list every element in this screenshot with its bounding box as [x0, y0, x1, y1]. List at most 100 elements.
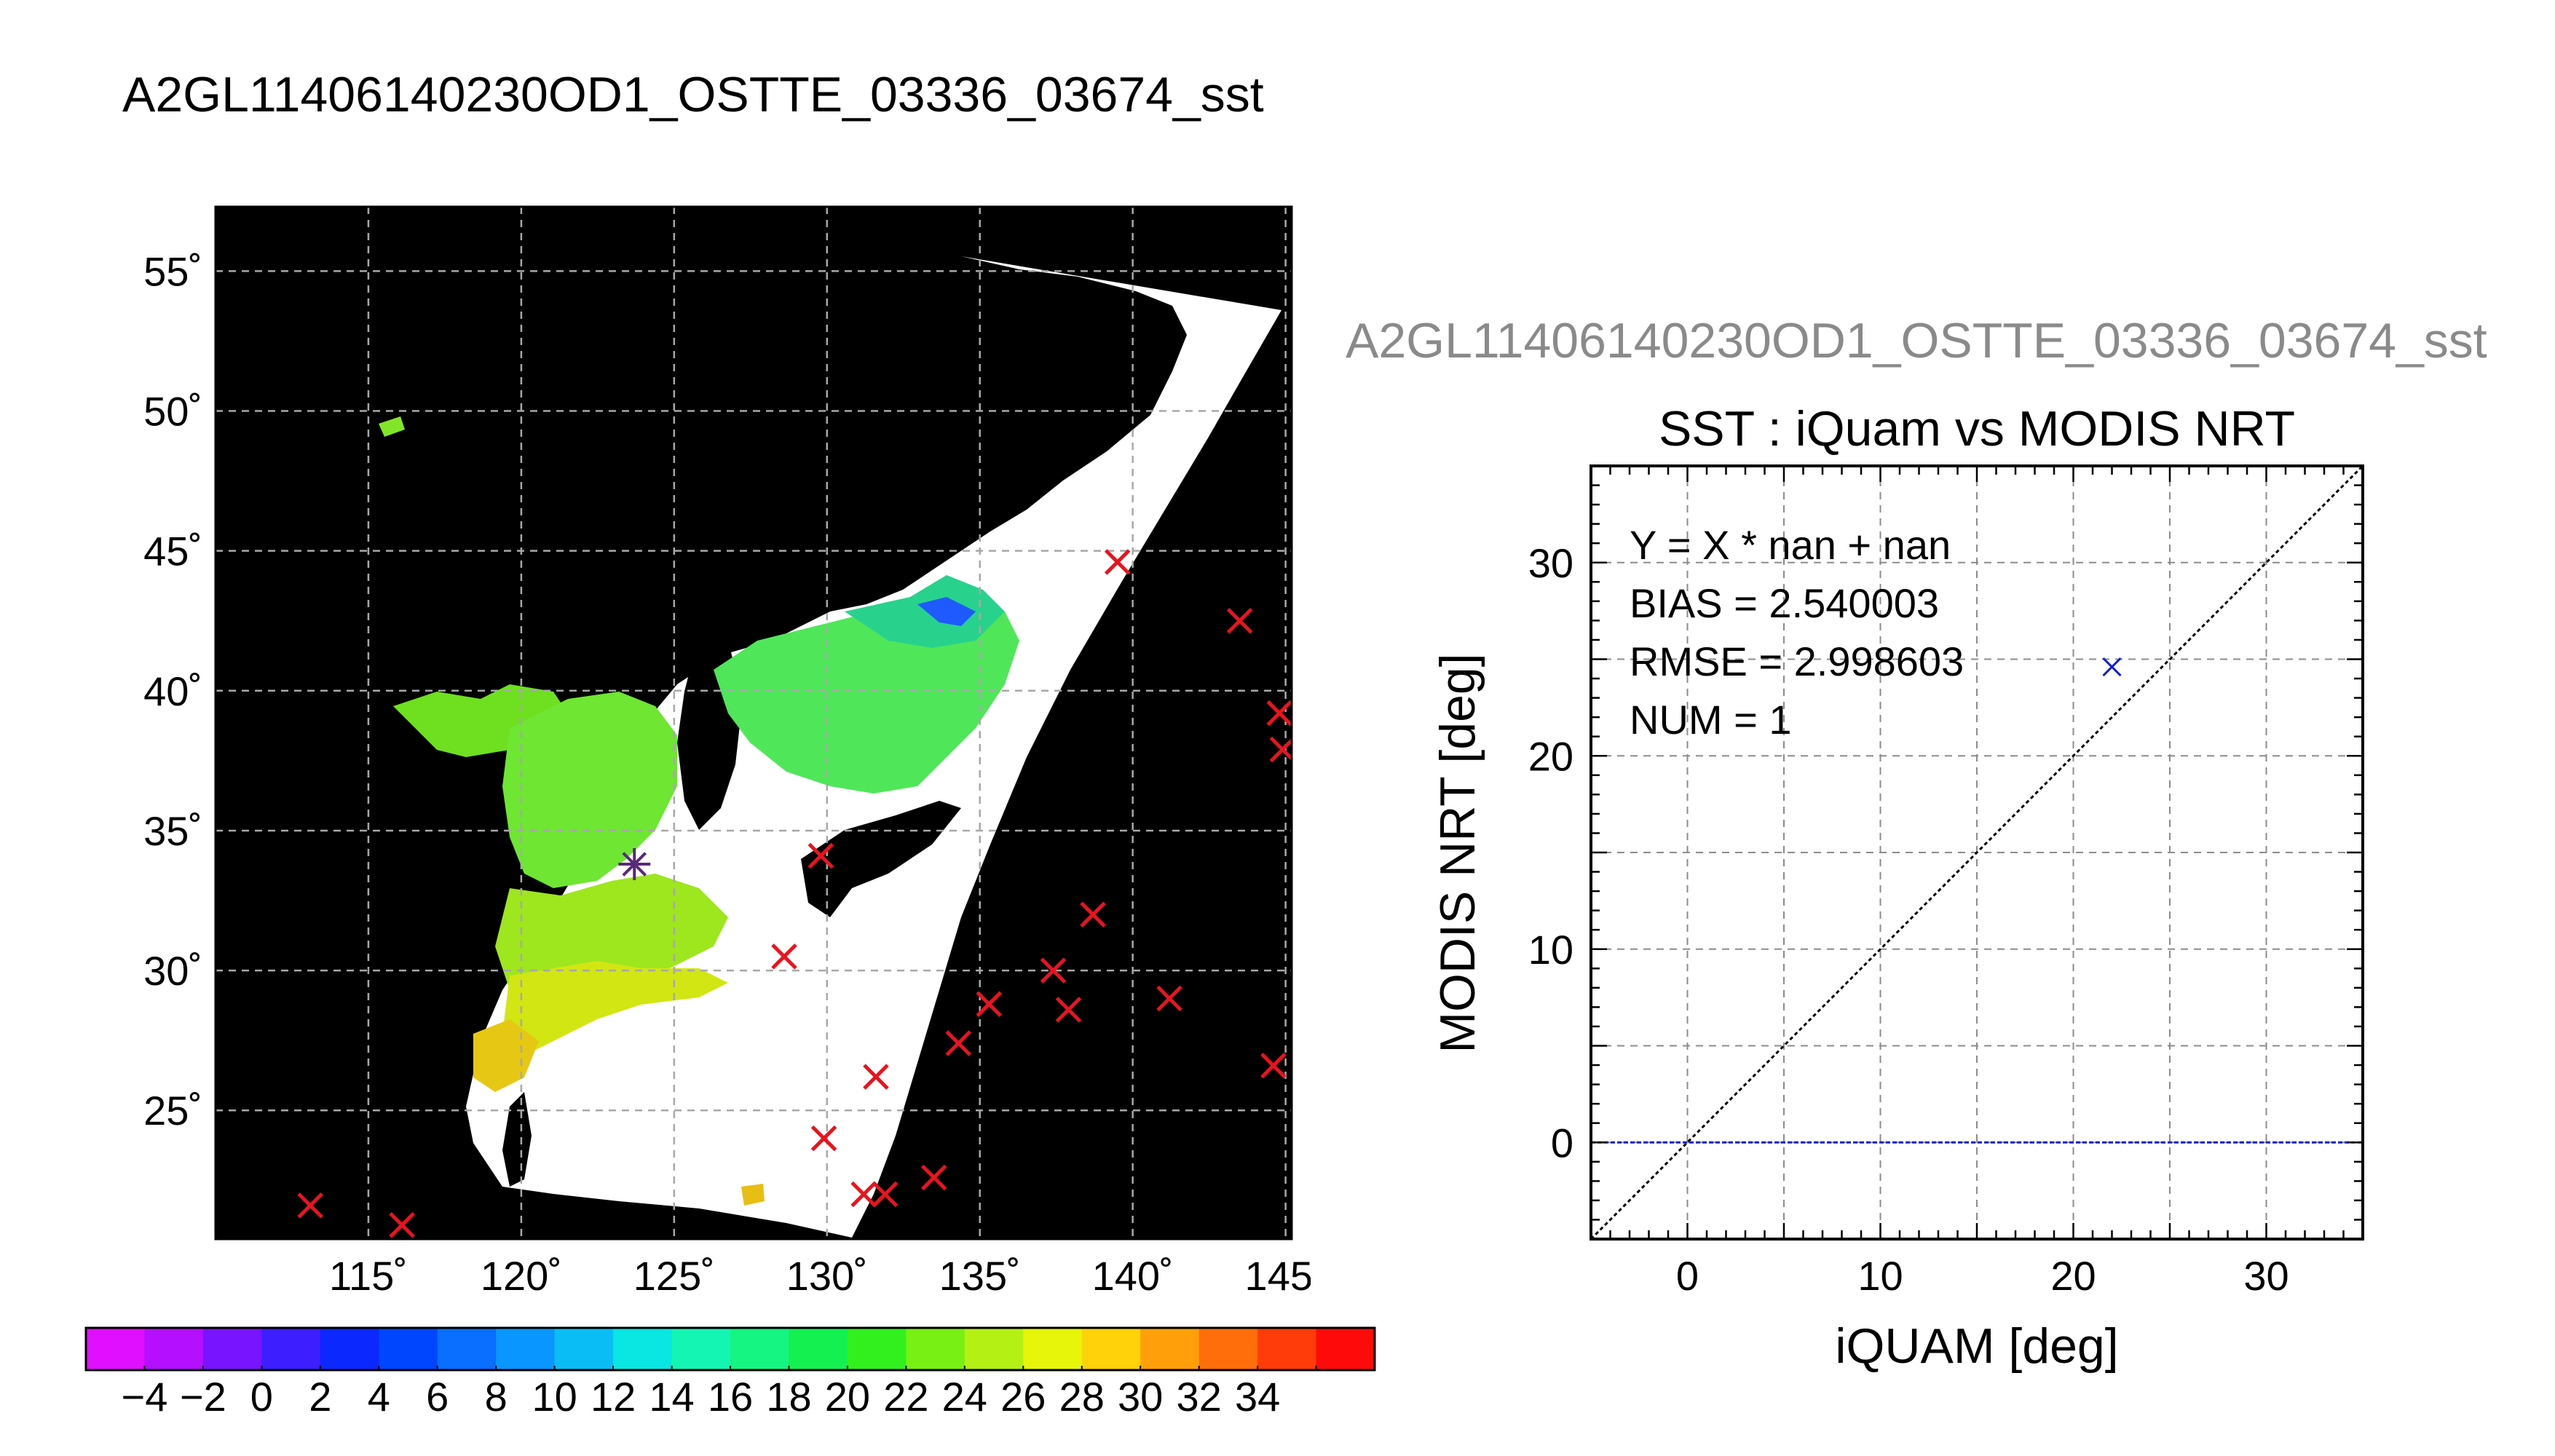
colorbar-label: 28 — [1059, 1374, 1105, 1420]
sst-patch-blue — [917, 597, 976, 626]
buoy-marker — [1269, 736, 1292, 763]
data-swath — [379, 256, 1282, 1238]
buoy-marker — [920, 1164, 947, 1191]
colorbar-label: 30 — [1118, 1374, 1163, 1420]
colorbar-label: 0 — [250, 1374, 273, 1420]
colorbar-cell — [496, 1328, 556, 1370]
scatter-points — [2102, 657, 2122, 677]
buoy-marker — [1260, 1052, 1287, 1079]
scatter-ticks — [1590, 464, 2364, 1241]
colorbar-cell — [320, 1328, 379, 1370]
data-point — [2102, 657, 2122, 677]
buoy-marker — [1080, 901, 1106, 927]
colorbar-label: 18 — [766, 1374, 811, 1420]
buoy-marker — [1156, 985, 1182, 1012]
colorbar-label: 4 — [368, 1374, 390, 1420]
colorbar-cell — [789, 1328, 848, 1370]
matched-buoy-marker — [618, 848, 651, 881]
colorbar-cells — [86, 1328, 1375, 1370]
lon-tick-label: 135˚ — [939, 1253, 1021, 1299]
colorbar-label: 32 — [1176, 1374, 1221, 1420]
stats-bias: BIAS = 2.540003 — [1630, 580, 1939, 626]
colorbar-cell — [554, 1328, 614, 1370]
colorbar-cell — [1198, 1328, 1258, 1370]
x-tick-label: 20 — [2050, 1253, 2096, 1299]
map-markers — [297, 549, 1292, 1238]
sst-map: 25˚ 30˚ 35˚ 40˚ 45˚ 50˚ 55˚ 115˚ 120˚ 125˚ 130˚ 13… — [143, 205, 1311, 1299]
buoy-marker — [807, 842, 834, 869]
colorbar-label: −4 — [122, 1374, 168, 1420]
colorbar-label: 22 — [883, 1374, 928, 1420]
buoy-marker — [945, 1030, 972, 1056]
lon-tick-label: 115˚ — [329, 1253, 408, 1299]
sst-patch-small-b — [741, 1184, 765, 1206]
colorbar-label: −2 — [180, 1374, 226, 1420]
colorbar-label: 20 — [825, 1374, 870, 1420]
buoy-marker — [850, 1181, 877, 1208]
sst-patch-coast — [473, 1019, 539, 1092]
buoy-marker — [297, 1192, 323, 1219]
y-axis-label: MODIS NRT [deg] — [1430, 653, 1485, 1053]
y-tick-label: 20 — [1528, 733, 1573, 779]
x-tick-label: 30 — [2243, 1253, 2289, 1299]
colorbar-label: 26 — [1000, 1374, 1046, 1420]
buoy-marker — [1055, 997, 1082, 1023]
x-tick-label: 0 — [1676, 1253, 1699, 1299]
colorbar-labels: −4 −2 0 2 4 6 8 10 12 14 16 18 20 22 24 26 28 30 32 34 — [122, 1374, 1281, 1420]
stats-rmse: RMSE = 2.998603 — [1630, 638, 1964, 684]
y-tick-labels: 0 10 20 30 — [1528, 540, 1573, 1166]
colorbar-cell — [261, 1328, 321, 1370]
colorbar-label: 34 — [1235, 1374, 1280, 1420]
buoy-marker — [863, 1064, 889, 1090]
colorbar-cell — [437, 1328, 497, 1370]
y-tick-label: 0 — [1551, 1120, 1573, 1166]
colorbar-label: 14 — [649, 1374, 694, 1420]
x-tick-labels: 0 10 20 30 — [1676, 1253, 2289, 1299]
lat-tick-label: 25˚ — [143, 1088, 202, 1133]
lon-tick-label: 130˚ — [786, 1253, 868, 1299]
land-mass-taiwan — [502, 1092, 532, 1187]
sst-patch-small-a — [379, 416, 405, 437]
scatter-plot: SST : iQuam vs MODIS NRT 0 10 20 30 0 10 20 30… — [1430, 401, 2364, 1374]
colorbar-cell — [964, 1328, 1024, 1370]
sst-patch-yellow-sea — [502, 692, 677, 888]
buoy-marker — [1104, 549, 1131, 575]
scatter-subtitle: A2GL11406140230OD1_OSTTE_03336_03674_sst — [1346, 313, 2487, 368]
sst-patch-warm — [502, 961, 728, 1056]
x-tick-label: 10 — [1857, 1253, 1903, 1299]
colorbar-label: 24 — [942, 1374, 987, 1420]
lat-axis-labels: 25˚ 30˚ 35˚ 40˚ 45˚ 50˚ 55˚ — [143, 248, 202, 1133]
colorbar-label: 6 — [426, 1374, 449, 1420]
colorbar-cell — [144, 1328, 204, 1370]
colorbar: −4 −2 0 2 4 6 8 10 12 14 16 18 20 22 24 26 28 30 32 34 — [84, 1326, 1376, 1420]
colorbar-cell — [613, 1328, 673, 1370]
buoy-marker — [1266, 700, 1292, 727]
stats-fit: Y = X * nan + nan — [1630, 522, 1951, 568]
colorbar-cell — [1140, 1328, 1200, 1370]
colorbar-cell — [1257, 1328, 1317, 1370]
lon-tick-label: 140˚ — [1092, 1253, 1174, 1299]
colorbar-label: 2 — [309, 1374, 331, 1420]
sst-patch-north — [845, 575, 1005, 648]
page-title: A2GL11406140230OD1_OSTTE_03336_03674_sst — [122, 67, 1264, 122]
y-tick-label: 10 — [1528, 927, 1573, 973]
colorbar-cell — [671, 1328, 731, 1370]
map-grid — [216, 207, 1292, 1239]
colorbar-cell — [1081, 1328, 1141, 1370]
lat-tick-label: 35˚ — [143, 808, 202, 854]
lon-tick-label: 120˚ — [481, 1253, 562, 1299]
buoy-marker — [389, 1212, 415, 1238]
buoy-marker — [1040, 957, 1067, 984]
lon-axis-labels: 115˚ 120˚ 125˚ 130˚ 135˚ 140˚ 145˚ — [329, 1253, 1311, 1299]
colorbar-label: 12 — [591, 1374, 636, 1420]
lon-tick-label: 145˚ — [1245, 1253, 1311, 1299]
scatter-title: SST : iQuam vs MODIS NRT — [1659, 401, 2295, 456]
lat-tick-label: 30˚ — [143, 948, 202, 994]
colorbar-cell — [379, 1328, 438, 1370]
lat-tick-label: 55˚ — [143, 248, 202, 294]
one-to-one-line — [1591, 466, 2363, 1239]
lat-tick-label: 40˚ — [143, 668, 202, 714]
buoy-marker — [872, 1181, 899, 1208]
x-axis-label: iQUAM [deg] — [1835, 1318, 2118, 1374]
colorbar-cell — [202, 1328, 262, 1370]
